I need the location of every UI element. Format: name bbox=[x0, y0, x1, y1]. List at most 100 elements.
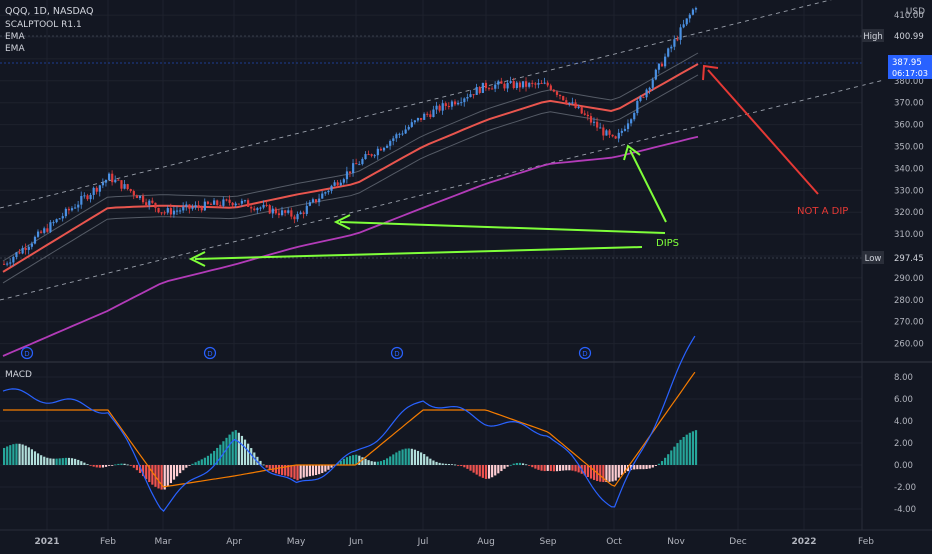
macd-histogram-bar bbox=[67, 457, 71, 465]
macd-histogram-bar bbox=[336, 463, 339, 465]
macd-histogram-bar bbox=[284, 465, 287, 476]
candle-body bbox=[611, 134, 614, 137]
macd-histogram-bar bbox=[240, 435, 244, 465]
symbol-legend[interactable]: QQQ, 1D, NASDAQ bbox=[5, 6, 93, 17]
dividend-marker bbox=[390, 346, 404, 360]
macd-histogram-bar bbox=[410, 448, 413, 465]
candle-body bbox=[534, 83, 537, 85]
price-tick-label: 260.00 bbox=[894, 340, 924, 350]
candle-body bbox=[540, 82, 543, 84]
candle-body bbox=[169, 208, 172, 215]
candle-body bbox=[200, 207, 203, 211]
candle-body bbox=[630, 119, 633, 124]
macd-histogram-bar bbox=[466, 465, 469, 469]
macd-histogram-bar bbox=[682, 436, 685, 465]
macd-histogram-bar bbox=[299, 465, 302, 479]
macd-histogram-bar bbox=[145, 465, 148, 480]
candle-body bbox=[614, 136, 617, 139]
macd-histogram-bar bbox=[163, 465, 166, 490]
candle-body bbox=[27, 246, 30, 250]
macd-histogram-bar bbox=[426, 456, 429, 465]
indicator-legend-scalptool[interactable]: SCALPTOOL R1.1 bbox=[5, 20, 82, 30]
macd-histogram-bar bbox=[453, 464, 457, 466]
candle-body bbox=[420, 117, 423, 120]
candle-body bbox=[367, 154, 370, 156]
macd-histogram-bar bbox=[203, 457, 206, 465]
candle-body bbox=[552, 89, 556, 92]
macd-histogram-bar bbox=[373, 461, 376, 465]
dividend-marker-label: D bbox=[207, 350, 212, 358]
macd-histogram-bar bbox=[546, 465, 549, 471]
macd-histogram-bar bbox=[18, 443, 21, 465]
candle-body bbox=[101, 182, 105, 186]
time-axis[interactable]: 2021 Feb Mar Apr May Jun Jul Aug Sep Oct Nov Dec 202… bbox=[34, 537, 874, 547]
price-tick-label: 340.00 bbox=[894, 164, 924, 174]
candle-body bbox=[21, 248, 24, 254]
candle-body bbox=[132, 191, 135, 196]
macd-histogram-bar bbox=[497, 465, 500, 474]
indicator-legend-ema-1[interactable]: EMA bbox=[5, 32, 25, 42]
time-tick-label: Feb bbox=[100, 537, 116, 547]
macd-histogram-bar bbox=[460, 465, 463, 467]
macd-histogram-bar bbox=[228, 434, 231, 465]
macd-histogram-bar bbox=[407, 448, 410, 465]
red-arrow bbox=[702, 64, 819, 195]
candle-body bbox=[172, 210, 176, 215]
macd-histogram-bar bbox=[577, 465, 580, 473]
macd-histogram-bar bbox=[500, 465, 503, 472]
macd-histogram-bar bbox=[77, 459, 80, 465]
candle-body bbox=[472, 94, 475, 96]
candle-body bbox=[18, 252, 21, 254]
macd-histogram-bar bbox=[478, 465, 481, 477]
macd-histogram-bar bbox=[386, 458, 389, 465]
green-arrow-upper bbox=[333, 214, 666, 234]
candle-body bbox=[657, 63, 661, 70]
macd-histogram-bar bbox=[401, 449, 404, 465]
candle-body bbox=[386, 145, 389, 148]
time-tick-label: Jun bbox=[348, 537, 363, 547]
candle-body bbox=[589, 116, 593, 123]
time-tick-label: Dec bbox=[729, 537, 746, 547]
macd-histogram-bar bbox=[463, 465, 466, 468]
macd-histogram-bar bbox=[694, 430, 698, 465]
candle-body bbox=[108, 173, 111, 180]
candle-body bbox=[67, 208, 71, 211]
candle-body bbox=[311, 199, 315, 203]
macd-histogram-bar bbox=[651, 465, 654, 468]
macd-histogram-bar bbox=[552, 465, 556, 472]
candle-body bbox=[157, 207, 160, 213]
candle-body bbox=[219, 204, 222, 206]
candle-body bbox=[370, 154, 373, 156]
macd-axis[interactable]: 8.00 6.00 4.00 2.00 0.00 -2.00 -4.00 bbox=[894, 373, 916, 515]
candle-body bbox=[179, 210, 182, 212]
candle-body bbox=[623, 128, 627, 131]
price-tick-label: 310.00 bbox=[894, 230, 924, 240]
macd-histogram-bar bbox=[583, 465, 586, 476]
price-tick-label: 320.00 bbox=[894, 208, 924, 218]
candle-body bbox=[30, 243, 33, 247]
macd-histogram-bar bbox=[423, 454, 426, 465]
macd-tick-label: -2.00 bbox=[894, 483, 916, 493]
macd-histogram-bar bbox=[472, 465, 475, 473]
indicator-legend-ema-2[interactable]: EMA bbox=[5, 44, 25, 54]
candle-body bbox=[111, 173, 114, 183]
price-tick-label: 360.00 bbox=[894, 121, 924, 131]
candle-body bbox=[469, 94, 472, 98]
macd-tick-label: 2.00 bbox=[894, 439, 913, 449]
candle-body bbox=[15, 252, 18, 257]
macd-histogram-bar bbox=[376, 461, 379, 465]
macd-histogram-bar bbox=[688, 432, 691, 465]
macd-histogram-bar bbox=[172, 465, 176, 480]
candle-body bbox=[290, 210, 293, 217]
macd-legend[interactable]: MACD bbox=[5, 370, 32, 380]
candle-body bbox=[608, 130, 611, 135]
candle-body bbox=[429, 114, 432, 118]
candle-body bbox=[259, 207, 262, 209]
macd-histogram-bar bbox=[213, 450, 216, 465]
candle-body bbox=[104, 179, 108, 183]
macd-histogram-bar bbox=[506, 465, 509, 467]
macd-histogram-bar bbox=[484, 465, 488, 479]
